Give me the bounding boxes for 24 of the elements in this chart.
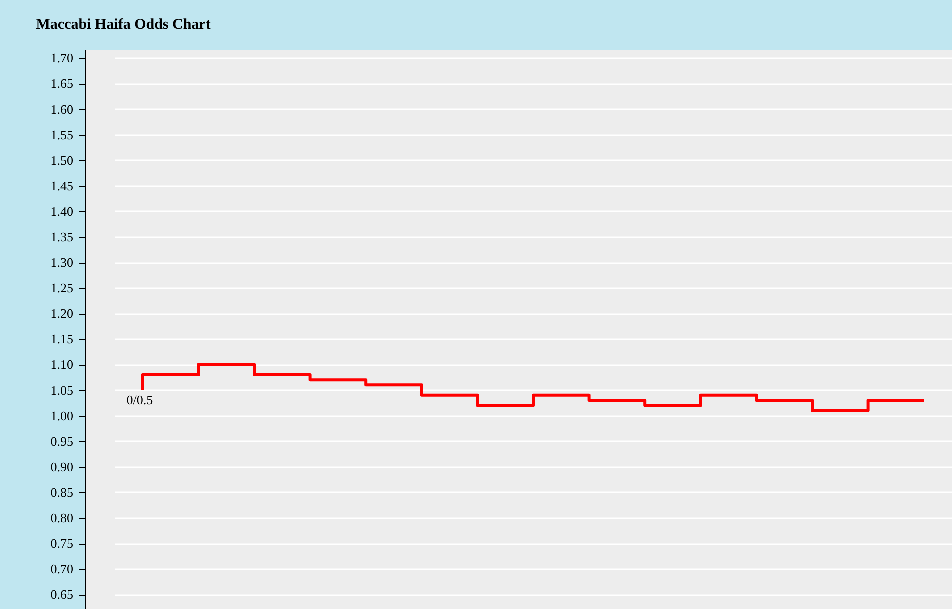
- chart-title: Maccabi Haifa Odds Chart: [36, 17, 211, 33]
- y-tick-label: 0.80: [50, 510, 74, 526]
- y-tick-label: 1.55: [50, 127, 74, 142]
- y-tick-label: 0.70: [50, 562, 74, 577]
- y-tick-label: 1.15: [50, 332, 74, 347]
- y-tick-label: 0.75: [50, 536, 74, 552]
- y-tick-label: 1.70: [50, 50, 74, 66]
- y-tick-label: 1.20: [50, 306, 74, 322]
- y-tick-label: 0.95: [50, 434, 74, 449]
- y-tick-label: 0.65: [50, 587, 74, 602]
- y-tick-label: 1.10: [50, 357, 74, 372]
- y-tick-label: 1.05: [50, 382, 74, 398]
- y-tick-label: 1.50: [50, 152, 74, 168]
- y-tick-label: 1.65: [50, 76, 74, 92]
- y-tick-label: 1.45: [50, 178, 74, 194]
- y-tick-label: 1.25: [50, 280, 74, 296]
- y-tick-label: 1.40: [50, 204, 74, 219]
- y-tick-label: 0.85: [50, 484, 74, 500]
- y-tick-label: 1.60: [50, 102, 74, 117]
- y-tick-label: 1.00: [50, 408, 74, 424]
- y-tick-label: 1.30: [50, 255, 74, 270]
- annotation: 0/0.5: [126, 392, 154, 408]
- y-tick-label: 1.35: [50, 230, 74, 245]
- y-tick-label: 0.90: [50, 459, 74, 474]
